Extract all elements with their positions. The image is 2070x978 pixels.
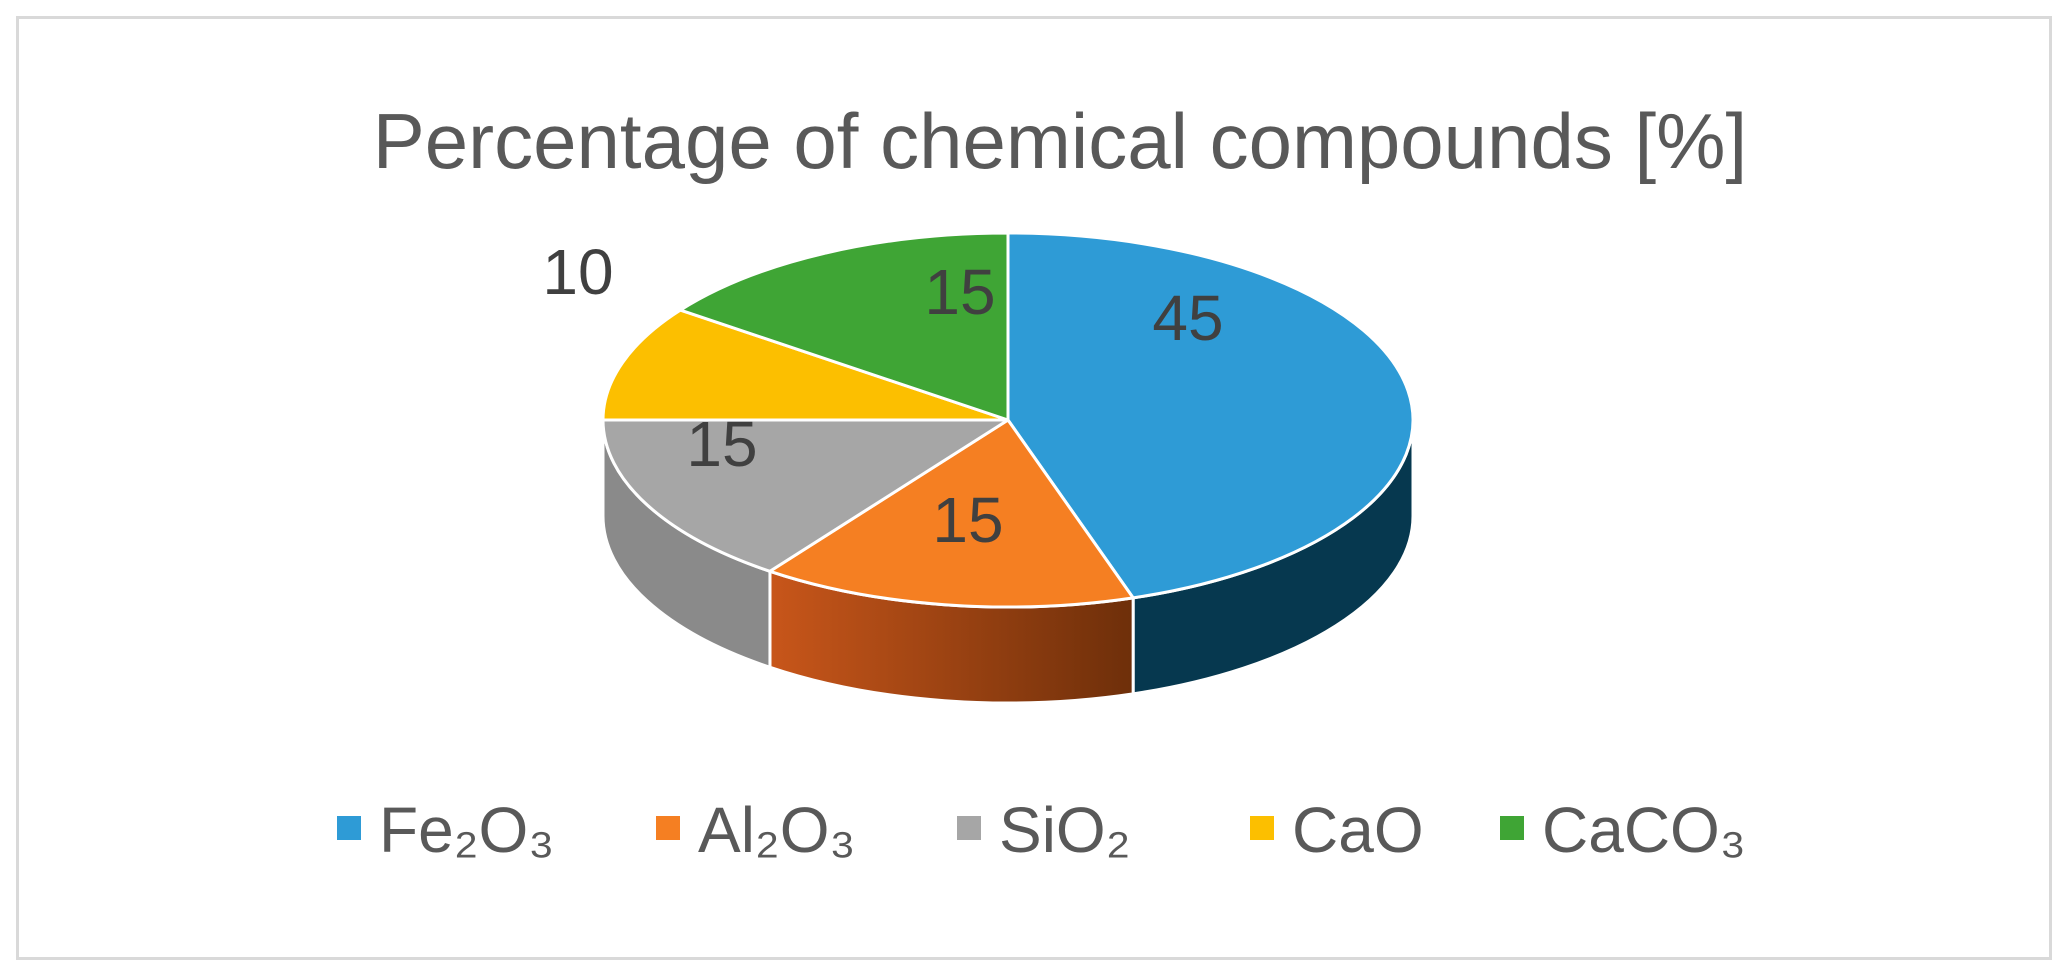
pie-data-labels: 45 15 15 10 15	[542, 236, 1223, 556]
data-label-3: 10	[542, 236, 613, 308]
data-label-4: 15	[924, 256, 995, 328]
legend-swatch-4	[1500, 816, 1524, 840]
pie-sides	[601, 419, 1415, 705]
pie-slice-2	[601, 418, 1010, 573]
legend-swatch-0	[337, 816, 361, 840]
legend-label-3: CaO	[1292, 794, 1424, 866]
pie-slice-4	[678, 231, 1010, 422]
legend-label-0: Fe₂O₃	[379, 794, 554, 866]
legend-label-1: Al₂O₃	[698, 794, 856, 866]
legend-swatch-1	[656, 816, 680, 840]
data-label-1: 15	[932, 484, 1003, 556]
legend-label-2: SiO₂	[999, 794, 1131, 866]
pie-slice-3	[601, 308, 1010, 422]
pie-slice-0	[1006, 231, 1415, 600]
legend-swatch-2	[957, 816, 981, 840]
legend-swatch-3	[1250, 816, 1274, 840]
legend: Fe₂O₃ Al₂O₃ SiO₂ CaO CaCO₃	[337, 794, 1746, 866]
data-label-2: 15	[686, 408, 757, 480]
data-label-0: 45	[1152, 282, 1223, 354]
pie-top	[601, 231, 1415, 609]
legend-label-4: CaCO₃	[1542, 794, 1746, 866]
pie-slice-1	[768, 418, 1135, 609]
chart-title: Percentage of chemical compounds [%]	[373, 97, 1747, 185]
